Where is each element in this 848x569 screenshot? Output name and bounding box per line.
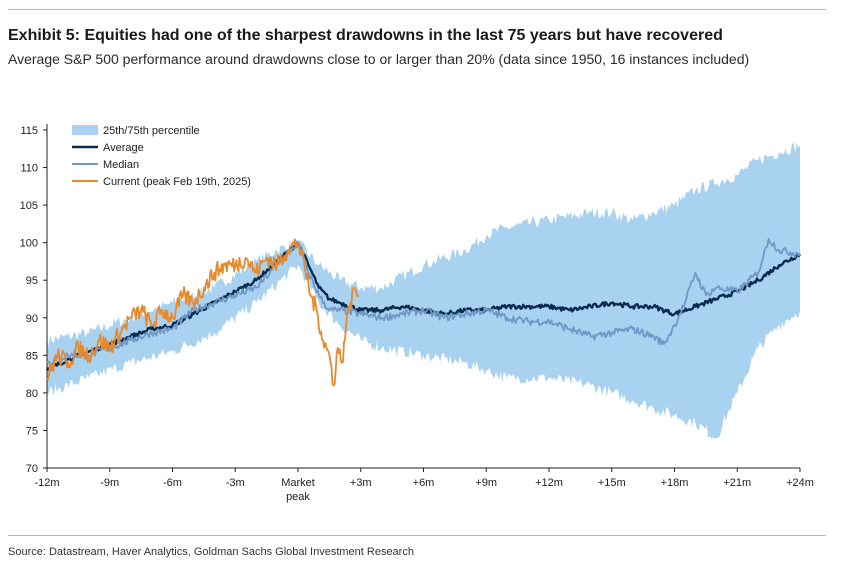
current-line [46, 238, 360, 387]
x-tick-label: +15m [598, 477, 626, 489]
x-tick-label: +21m [723, 477, 751, 489]
median-line [46, 238, 801, 365]
x-tick-label: +12m [535, 477, 563, 489]
x-tick-label: -3m [226, 477, 245, 489]
source-note: Source: Datastream, Haver Analytics, Gol… [8, 546, 414, 558]
y-tick-label: 90 [26, 313, 38, 325]
chart-svg: 70 75 80 85 90 95 100 105 110 115 -12m -9m -6m -3m Mar… [20, 124, 814, 503]
legend-label: 25th/75th percentile [103, 125, 200, 137]
x-tick-label: -6m [163, 477, 182, 489]
legend-label: Median [103, 159, 139, 171]
x-tick-label: -12m [34, 477, 59, 489]
x-tick-label: +9m [475, 477, 497, 489]
x-tick-label: +24m [786, 477, 814, 489]
x-tick-label: Market [281, 477, 315, 489]
x-tick-label: +6m [413, 477, 435, 489]
x-tick-label: -9m [100, 477, 119, 489]
chart-subtitle: Average S&P 500 performance around drawd… [8, 51, 750, 67]
y-tick-label: 110 [20, 163, 38, 175]
legend-swatch-band [72, 125, 98, 135]
y-tick-label: 115 [20, 125, 38, 137]
x-tick-label: +18m [661, 477, 689, 489]
y-tick-label: 100 [20, 238, 38, 250]
y-tick-label: 75 [26, 425, 38, 437]
average-line [45, 241, 802, 372]
y-tick-label: 105 [20, 200, 38, 212]
x-tick-sublabel: peak [286, 491, 310, 503]
legend-label: Average [103, 142, 144, 154]
chart-title: Exhibit 5: Equities had one of the sharp… [8, 27, 723, 44]
y-tick-label: 95 [26, 275, 38, 287]
legend-label: Current (peak Feb 19th, 2025) [103, 176, 251, 188]
y-tick-label: 70 [26, 463, 38, 475]
y-tick-label: 80 [26, 388, 38, 400]
bottom-rule [8, 535, 826, 536]
top-rule [8, 9, 826, 10]
percentile-band [47, 142, 800, 439]
y-tick-label: 85 [26, 350, 38, 362]
x-tick-label: +3m [350, 477, 372, 489]
